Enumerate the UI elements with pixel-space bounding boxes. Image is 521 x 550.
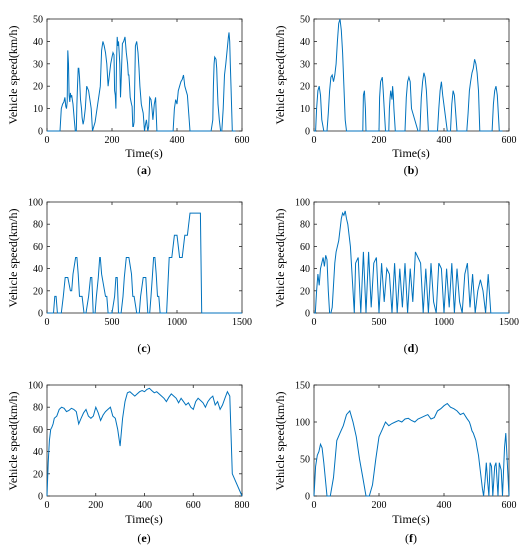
xlabel: Time(s) bbox=[125, 512, 163, 526]
plot-area bbox=[313, 18, 510, 132]
y-tick-label: 40 bbox=[33, 447, 43, 458]
y-tick-label: 20 bbox=[33, 469, 43, 480]
y-tick-label: 0 bbox=[38, 492, 43, 503]
x-tick-label: 200 bbox=[88, 500, 103, 511]
x-tick-label: 0 bbox=[45, 135, 50, 146]
x-tick-label: 200 bbox=[105, 135, 120, 146]
y-tick-label: 40 bbox=[300, 37, 310, 48]
y-tick-label: 20 bbox=[33, 82, 43, 93]
x-tick-label: 400 bbox=[137, 500, 152, 511]
panel-d: 0 500 1000 1500 0 20 40 60 80 100 Vehicle speed(k… bbox=[273, 198, 519, 356]
x-tick-label: 0 bbox=[45, 500, 50, 511]
panel-e: 0 200 400 600 800 0 20 40 60 80 100 Vehicle speed(… bbox=[6, 381, 250, 546]
x-tick-label: 500 bbox=[105, 317, 120, 328]
y-tick-label: 80 bbox=[33, 403, 43, 414]
y-tick-label: 30 bbox=[33, 59, 43, 70]
x-tick-label: 800 bbox=[235, 500, 250, 511]
caption: (f) bbox=[405, 531, 417, 545]
data-line bbox=[314, 210, 509, 314]
y-tick-label: 40 bbox=[33, 264, 43, 275]
y-tick-label: 60 bbox=[300, 242, 310, 253]
panel-a: 0 200 400 600 0 10 20 30 40 50 Vehicle speed(km/h… bbox=[6, 15, 250, 178]
ylabel: Vehicle speed(km/h) bbox=[6, 26, 20, 125]
y-tick-label: 40 bbox=[33, 37, 43, 48]
x-tick-label: 400 bbox=[437, 500, 452, 511]
y-tick-label: 50 bbox=[33, 15, 43, 26]
x-tick-label: 600 bbox=[235, 135, 250, 146]
y-tick-label: 100 bbox=[28, 381, 43, 392]
y-tick-label: 50 bbox=[300, 455, 310, 466]
data-line bbox=[313, 402, 510, 497]
y-tick-label: 100 bbox=[295, 198, 310, 209]
y-tick-label: 100 bbox=[295, 418, 310, 429]
xlabel: Time(s) bbox=[392, 146, 430, 160]
y-tick-label: 80 bbox=[300, 220, 310, 231]
y-tick-label: 0 bbox=[305, 309, 310, 320]
x-tick-label: 600 bbox=[186, 500, 201, 511]
x-tick-label: 600 bbox=[502, 135, 517, 146]
y-tick-label: 20 bbox=[300, 82, 310, 93]
y-tick-label: 100 bbox=[28, 198, 43, 209]
y-tick-label: 80 bbox=[33, 220, 43, 231]
x-tick-label: 0 bbox=[312, 317, 317, 328]
plot-area bbox=[313, 201, 510, 314]
y-tick-label: 30 bbox=[300, 59, 310, 70]
x-tick-label: 0 bbox=[312, 500, 317, 511]
ylabel: Vehicle speed(km/h) bbox=[6, 209, 20, 308]
panel-b: 0 200 400 600 0 10 20 30 40 50 Vehicle speed(km/h… bbox=[273, 15, 517, 178]
x-tick-label: 0 bbox=[312, 135, 317, 146]
y-tick-label: 20 bbox=[300, 286, 310, 297]
caption: (a) bbox=[137, 163, 151, 177]
ylabel: Vehicle speed(km/h) bbox=[273, 209, 287, 308]
x-tick-label: 500 bbox=[372, 317, 387, 328]
xlabel: Time(s) bbox=[392, 512, 430, 526]
data-line bbox=[46, 387, 243, 497]
y-tick-label: 60 bbox=[33, 242, 43, 253]
y-tick-label: 10 bbox=[300, 104, 310, 115]
ylabel: Vehicle speed(km/h) bbox=[273, 392, 287, 491]
x-tick-label: 200 bbox=[372, 135, 387, 146]
data-line bbox=[47, 212, 242, 314]
y-tick-label: 60 bbox=[33, 425, 43, 436]
y-tick-label: 0 bbox=[38, 309, 43, 320]
y-tick-label: 150 bbox=[295, 381, 310, 392]
plot-area bbox=[313, 384, 510, 497]
y-tick-label: 20 bbox=[33, 286, 43, 297]
xlabel: Time(s) bbox=[125, 146, 163, 160]
x-tick-label: 600 bbox=[502, 500, 517, 511]
plot-area bbox=[46, 384, 243, 497]
x-tick-label: 1500 bbox=[499, 317, 519, 328]
caption: (b) bbox=[404, 163, 419, 177]
y-tick-label: 40 bbox=[300, 264, 310, 275]
panel-c: 0 500 1000 1500 0 20 40 60 80 100 Vehicle speed(k… bbox=[6, 198, 252, 356]
ylabel: Vehicle speed(km/h) bbox=[6, 392, 20, 491]
caption: (e) bbox=[137, 531, 150, 545]
y-tick-label: 0 bbox=[305, 127, 310, 138]
x-tick-label: 200 bbox=[372, 500, 387, 511]
x-tick-label: 1500 bbox=[232, 317, 252, 328]
caption: (c) bbox=[137, 341, 150, 355]
x-tick-label: 400 bbox=[437, 135, 452, 146]
x-tick-label: 1000 bbox=[167, 317, 187, 328]
y-tick-label: 0 bbox=[305, 492, 310, 503]
y-tick-label: 10 bbox=[33, 104, 43, 115]
caption: (d) bbox=[404, 341, 419, 355]
data-line bbox=[47, 32, 236, 132]
x-tick-label: 400 bbox=[170, 135, 185, 146]
y-tick-label: 0 bbox=[38, 127, 43, 138]
x-tick-label: 0 bbox=[45, 317, 50, 328]
data-line bbox=[314, 18, 503, 132]
ylabel: Vehicle speed(km/h) bbox=[273, 26, 287, 125]
x-tick-label: 1000 bbox=[434, 317, 454, 328]
y-tick-label: 50 bbox=[300, 15, 310, 26]
